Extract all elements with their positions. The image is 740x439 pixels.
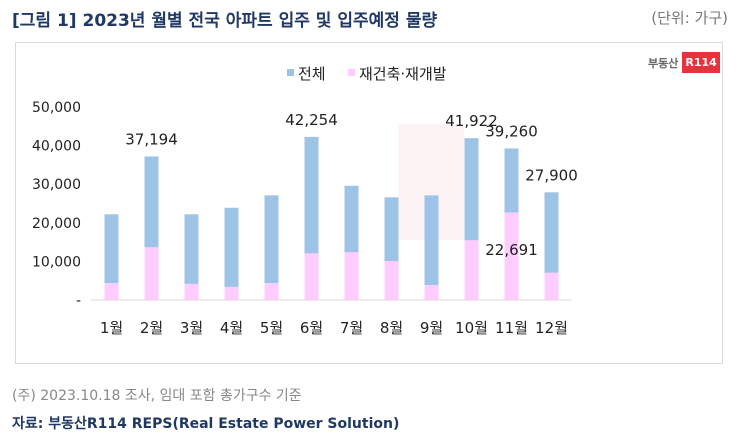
x-tick-label: 5월 bbox=[260, 319, 283, 337]
y-tick-label: 30,000 bbox=[32, 177, 81, 193]
bar-total-5 bbox=[264, 195, 279, 300]
y-tick-label: 40,000 bbox=[32, 139, 81, 155]
data-label: 42,254 bbox=[285, 111, 338, 129]
logo-mark: R114 bbox=[682, 52, 720, 73]
bar-total-3 bbox=[184, 214, 199, 300]
y-tick-label: 20,000 bbox=[32, 216, 81, 232]
bar-redevelopment-5 bbox=[264, 283, 279, 300]
x-tick-label: 7월 bbox=[340, 319, 363, 337]
bar-redevelopment-2 bbox=[144, 247, 159, 300]
footnote: (주) 2023.10.18 조사, 임대 포함 총가구수 기준 bbox=[12, 388, 302, 404]
figure-title: [그림 1] 2023년 월별 전국 아파트 입주 및 입주예정 물량 bbox=[12, 11, 438, 31]
y-tick-label: 50,000 bbox=[32, 100, 81, 116]
x-tick-label: 10월 bbox=[455, 319, 488, 337]
x-tick-label: 6월 bbox=[300, 319, 323, 337]
bar-redevelopment-11 bbox=[504, 212, 519, 300]
x-tick-label: 2월 bbox=[140, 319, 163, 337]
x-tick-label: 9월 bbox=[420, 319, 443, 337]
bar-redevelopment-10 bbox=[464, 240, 479, 300]
bar-total-4 bbox=[224, 207, 239, 300]
x-tick-label: 11월 bbox=[495, 319, 528, 337]
x-tick-label: 3월 bbox=[180, 319, 203, 337]
data-label: 39,260 bbox=[485, 122, 538, 140]
bar-redevelopment-12 bbox=[544, 272, 559, 300]
data-label: 41,922 bbox=[445, 112, 498, 130]
x-tick-label: 4월 bbox=[220, 319, 243, 337]
bar-redevelopment-8 bbox=[384, 261, 399, 300]
r114-logo: 부동산 R114 bbox=[648, 52, 720, 73]
bar-redevelopment-3 bbox=[184, 283, 199, 300]
legend-swatch-1 bbox=[348, 69, 355, 76]
y-tick-label: 10,000 bbox=[32, 254, 81, 270]
bar-redevelopment-9 bbox=[424, 284, 439, 300]
legend-label-1: 재건축·재개발 bbox=[359, 65, 447, 83]
logo-text: 부동산 bbox=[648, 56, 679, 70]
bar-redevelopment-6 bbox=[304, 253, 319, 300]
bar-total-9 bbox=[424, 195, 439, 300]
bar-redevelopment-7 bbox=[344, 252, 359, 300]
x-tick-label: 1월 bbox=[100, 319, 123, 337]
chart-frame bbox=[15, 42, 723, 364]
bar-total-1 bbox=[104, 214, 119, 300]
source-line: 자료: 부동산R114 REPS(Real Estate Power Solut… bbox=[12, 416, 400, 432]
unit-label: (단위: 가구) bbox=[651, 9, 728, 27]
data-label: 22,691 bbox=[485, 241, 538, 259]
x-tick-label: 12월 bbox=[535, 319, 568, 337]
y-tick-label: - bbox=[76, 293, 81, 309]
bar-redevelopment-4 bbox=[224, 286, 239, 300]
legend-swatch-0 bbox=[287, 69, 294, 76]
data-label: 27,900 bbox=[525, 166, 578, 184]
x-tick-label: 8월 bbox=[380, 319, 403, 337]
legend-label-0: 전체 bbox=[298, 65, 326, 83]
data-label: 37,194 bbox=[125, 130, 178, 148]
bar-redevelopment-1 bbox=[104, 283, 119, 300]
